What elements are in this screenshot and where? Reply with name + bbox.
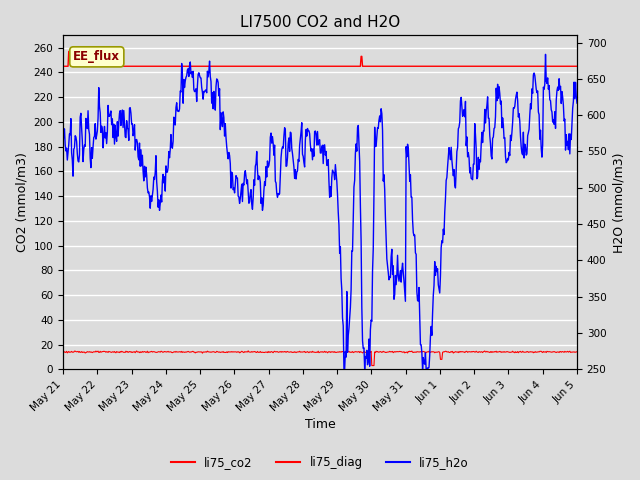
Legend: li75_co2, li75_diag, li75_h2o: li75_co2, li75_diag, li75_h2o <box>166 452 474 474</box>
Title: LI7500 CO2 and H2O: LI7500 CO2 and H2O <box>240 15 400 30</box>
Y-axis label: H2O (mmol/m3): H2O (mmol/m3) <box>612 152 625 252</box>
Y-axis label: CO2 (mmol/m3): CO2 (mmol/m3) <box>15 152 28 252</box>
X-axis label: Time: Time <box>305 419 335 432</box>
Text: EE_flux: EE_flux <box>74 50 120 63</box>
